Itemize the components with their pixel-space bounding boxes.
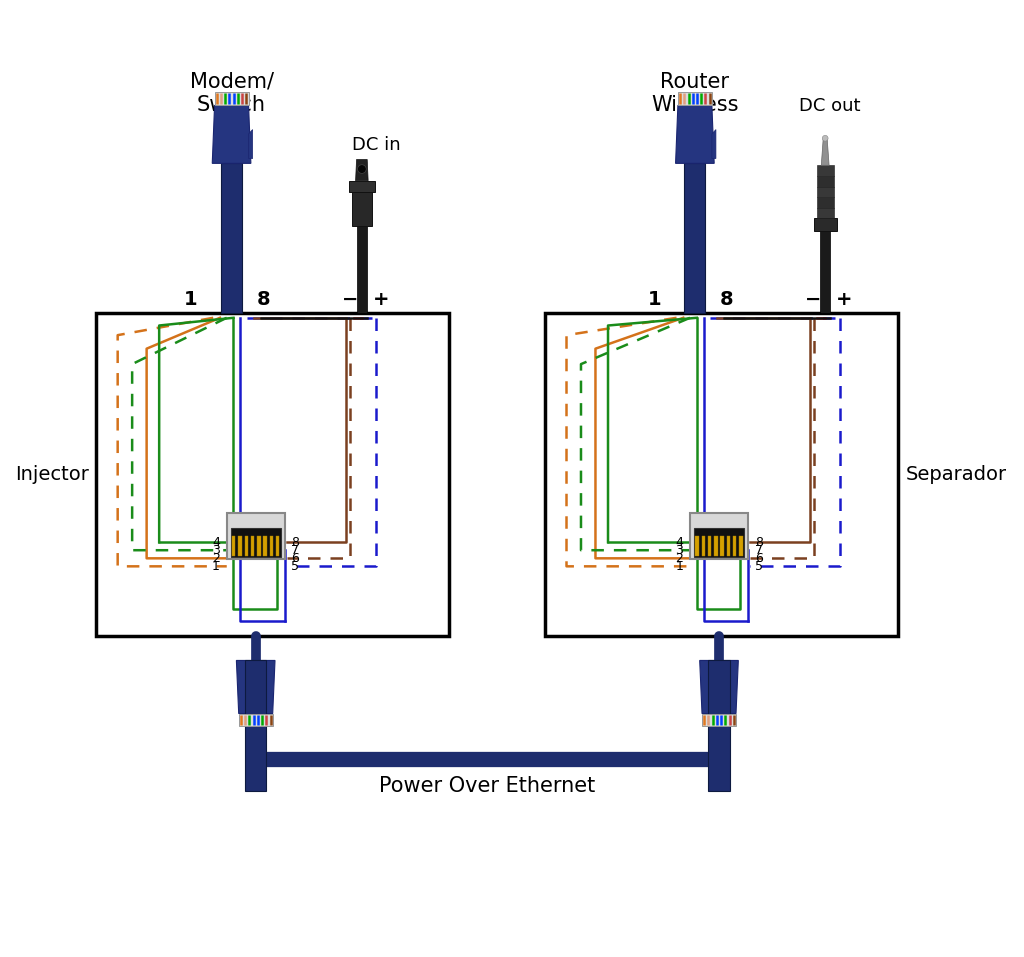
Text: 1: 1 — [212, 560, 220, 573]
Polygon shape — [355, 160, 369, 181]
Text: +: + — [373, 290, 389, 309]
Text: 3: 3 — [676, 544, 683, 557]
Bar — [239, 537, 242, 556]
Text: Power Over Ethernet: Power Over Ethernet — [379, 776, 596, 796]
Text: 2: 2 — [676, 552, 683, 565]
Text: 6: 6 — [755, 552, 763, 565]
Polygon shape — [357, 226, 367, 313]
Bar — [721, 537, 724, 556]
Text: DC in: DC in — [352, 136, 400, 154]
Polygon shape — [816, 208, 834, 218]
Text: 7: 7 — [755, 544, 763, 557]
Polygon shape — [709, 660, 730, 790]
Bar — [714, 537, 718, 556]
Text: 5: 5 — [292, 560, 299, 573]
Polygon shape — [816, 197, 834, 208]
Bar — [694, 528, 744, 557]
Polygon shape — [821, 138, 829, 166]
Text: −: − — [806, 290, 822, 309]
Text: 1: 1 — [184, 290, 198, 309]
Bar — [695, 537, 698, 556]
Bar — [276, 537, 280, 556]
Bar — [708, 537, 712, 556]
Bar — [231, 537, 236, 556]
Polygon shape — [676, 105, 714, 164]
Text: 8: 8 — [257, 290, 270, 309]
Text: 8: 8 — [755, 536, 763, 548]
Bar — [257, 537, 260, 556]
Text: 4: 4 — [212, 536, 220, 548]
Polygon shape — [820, 231, 830, 313]
Polygon shape — [702, 714, 736, 726]
Text: Modem/
Switch: Modem/ Switch — [189, 72, 273, 115]
FancyBboxPatch shape — [545, 313, 898, 636]
Polygon shape — [678, 92, 712, 105]
FancyBboxPatch shape — [690, 513, 748, 559]
Text: 2: 2 — [212, 552, 220, 565]
Polygon shape — [684, 164, 706, 313]
Polygon shape — [349, 181, 375, 192]
Polygon shape — [816, 166, 834, 176]
Circle shape — [357, 165, 367, 173]
Text: 1: 1 — [647, 290, 662, 309]
Polygon shape — [712, 129, 716, 159]
Polygon shape — [816, 176, 834, 187]
Bar — [245, 537, 248, 556]
Polygon shape — [245, 660, 266, 790]
Text: 3: 3 — [212, 544, 220, 557]
Text: Injector: Injector — [14, 465, 89, 484]
Text: 4: 4 — [676, 536, 683, 548]
Polygon shape — [212, 105, 251, 164]
Text: 6: 6 — [292, 552, 299, 565]
Text: 8: 8 — [292, 536, 299, 548]
Polygon shape — [239, 714, 272, 726]
Polygon shape — [237, 660, 275, 714]
Text: 8: 8 — [720, 290, 733, 309]
Text: DC out: DC out — [800, 97, 861, 115]
Bar — [263, 537, 267, 556]
Bar — [251, 537, 254, 556]
Text: 5: 5 — [755, 560, 763, 573]
Text: +: + — [837, 290, 853, 309]
Bar — [739, 537, 742, 556]
Polygon shape — [816, 187, 834, 197]
Bar — [230, 528, 281, 557]
Polygon shape — [699, 660, 738, 714]
Polygon shape — [221, 164, 243, 313]
FancyBboxPatch shape — [96, 313, 449, 636]
Polygon shape — [814, 218, 837, 231]
Polygon shape — [352, 192, 372, 226]
Text: 7: 7 — [292, 544, 299, 557]
Polygon shape — [249, 129, 253, 159]
Text: Separador: Separador — [905, 465, 1007, 484]
Text: −: − — [342, 290, 358, 309]
FancyBboxPatch shape — [226, 513, 285, 559]
Text: 1: 1 — [676, 560, 683, 573]
Bar — [733, 537, 736, 556]
Text: Router
Wireless: Router Wireless — [651, 72, 738, 115]
Bar — [727, 537, 730, 556]
Bar — [269, 537, 273, 556]
Polygon shape — [215, 92, 249, 105]
Bar — [701, 537, 705, 556]
Circle shape — [822, 135, 828, 141]
